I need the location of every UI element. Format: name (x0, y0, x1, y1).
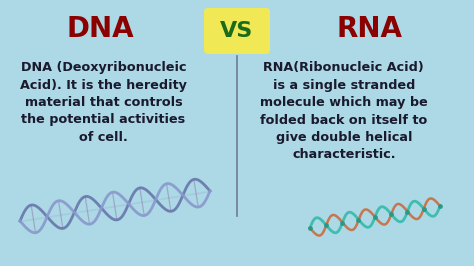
Text: RNA: RNA (337, 15, 403, 43)
Text: DNA: DNA (66, 15, 134, 43)
FancyBboxPatch shape (204, 8, 270, 54)
Text: RNA(Ribonucleic Acid)
is a single stranded
molecule which may be
folded back on : RNA(Ribonucleic Acid) is a single strand… (260, 61, 428, 161)
Text: DNA (Deoxyribonucleic
Acid). It is the heredity
material that controls
the poten: DNA (Deoxyribonucleic Acid). It is the h… (20, 61, 187, 144)
Text: VS: VS (220, 21, 254, 41)
